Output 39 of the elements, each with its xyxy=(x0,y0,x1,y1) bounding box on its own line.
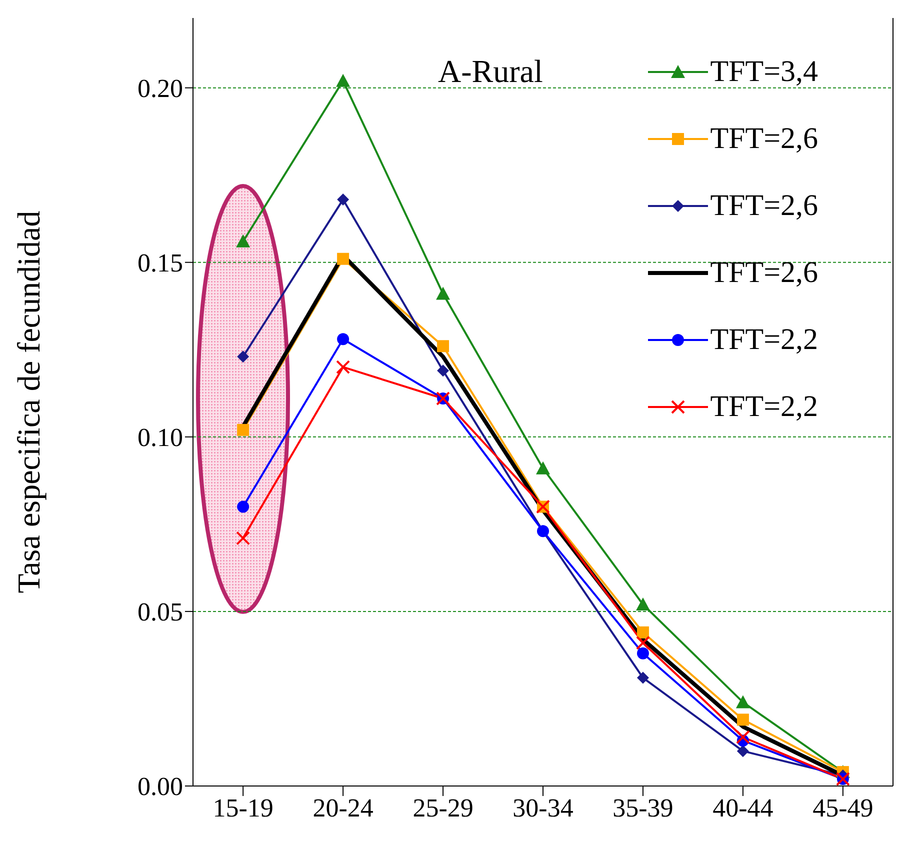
point xyxy=(736,695,750,708)
point xyxy=(736,745,749,758)
y-tick-label: 0.10 xyxy=(138,423,183,452)
y-tick-label: 0.20 xyxy=(138,74,183,104)
point xyxy=(736,714,749,726)
point xyxy=(536,461,550,474)
point xyxy=(337,333,350,346)
point xyxy=(636,647,649,660)
x-tick-label: 15-19 xyxy=(212,793,274,822)
y-tick-label: 0.00 xyxy=(138,772,183,802)
point xyxy=(337,194,350,206)
point xyxy=(636,672,649,684)
y-tick-label: 0.05 xyxy=(138,598,183,627)
y-axis-title: Tasa especifica de fecundidad xyxy=(10,210,46,594)
x-tick-label: 40-44 xyxy=(712,793,774,822)
x-tick-label: 35-39 xyxy=(612,793,674,822)
text: A-Rural xyxy=(438,53,543,90)
point xyxy=(437,364,450,377)
x-tick-label: 20-24 xyxy=(312,793,374,822)
legend-label: TFT=2,2 xyxy=(710,390,818,424)
point xyxy=(436,286,450,300)
x-tick-label: 30-34 xyxy=(512,793,574,822)
legend-label: TFT=2,6 xyxy=(710,188,818,222)
legend-label: TFT=2,2 xyxy=(710,322,818,356)
point xyxy=(237,500,250,513)
legend-label: TFT=2,6 xyxy=(710,256,818,290)
point xyxy=(236,234,250,248)
point xyxy=(336,74,350,87)
x-tick-label: 45-49 xyxy=(812,793,874,822)
point xyxy=(437,340,450,352)
point xyxy=(337,252,350,265)
x-tick-label: 25-29 xyxy=(412,793,474,822)
point xyxy=(237,350,250,363)
point xyxy=(636,626,649,638)
point xyxy=(237,424,250,436)
y-tick-label: 0.15 xyxy=(138,248,183,278)
point xyxy=(636,597,650,610)
legend-label: TFT=2,6 xyxy=(710,122,818,156)
legend-label: TFT=3,4 xyxy=(710,54,818,88)
